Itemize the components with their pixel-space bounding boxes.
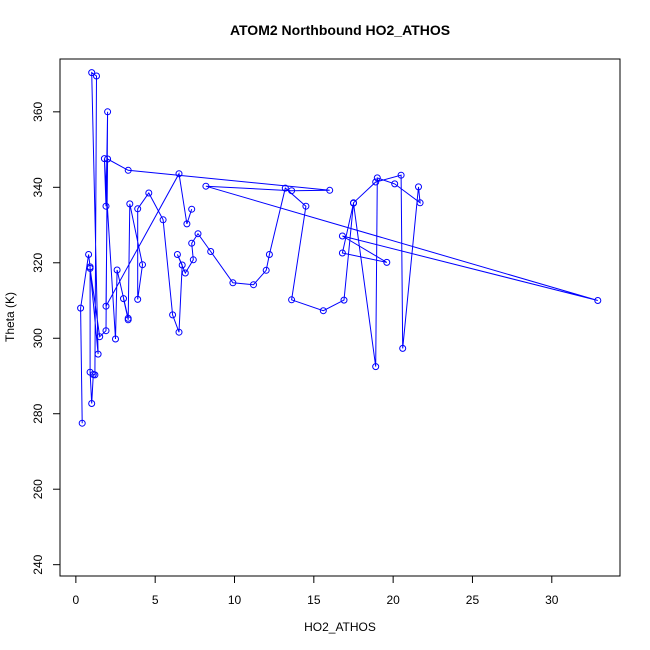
data-point: [281, 184, 289, 192]
data-point: [102, 327, 110, 335]
data-point: [124, 316, 132, 324]
data-point: [189, 256, 197, 264]
data-point: [397, 171, 405, 179]
data-point: [340, 296, 348, 304]
data-point: [96, 333, 104, 341]
data-point: [91, 371, 99, 379]
data-point: [338, 232, 346, 240]
data-point: [415, 183, 422, 191]
data-point: [102, 302, 110, 310]
data-point: [104, 108, 112, 116]
data-point: [77, 304, 85, 312]
data-point: [169, 311, 177, 319]
x-tick-label: 10: [228, 593, 242, 607]
data-point: [250, 281, 257, 289]
data-point: [102, 202, 110, 210]
data-point: [265, 251, 273, 258]
data-point: [302, 202, 310, 210]
data-point: [94, 350, 102, 358]
data-point: [88, 69, 96, 77]
data-point: [399, 344, 407, 352]
series: [77, 69, 602, 427]
data-points: [77, 69, 602, 427]
data-point: [86, 264, 94, 272]
data-point: [175, 170, 183, 178]
data-point: [175, 328, 183, 336]
data-point: [120, 295, 127, 303]
data-point: [178, 261, 186, 269]
data-point: [391, 180, 399, 188]
data-point: [188, 239, 196, 247]
x-tick-label: 15: [307, 593, 321, 607]
data-point: [207, 248, 215, 255]
data-point: [229, 279, 237, 287]
data-point: [126, 200, 134, 208]
data-point: [113, 266, 121, 274]
data-point: [594, 297, 602, 304]
x-tick-label: 25: [466, 593, 480, 607]
data-point: [183, 220, 191, 228]
data-point: [181, 269, 189, 277]
data-point: [372, 363, 380, 371]
data-point: [288, 187, 296, 195]
data-point: [338, 249, 346, 257]
series-line: [80, 71, 598, 424]
data-point: [88, 400, 96, 407]
data-point: [288, 296, 296, 304]
data-point: [326, 186, 334, 194]
data-point: [262, 266, 270, 274]
y-tick-label: 340: [31, 177, 45, 197]
y-ticks: 240 260 280 300 320 340 360: [31, 102, 60, 575]
x-ticks: 0 5 10 15 20 25 30: [73, 576, 559, 607]
x-tick-label: 0: [73, 593, 80, 607]
data-point: [173, 251, 181, 258]
plot-frame: [59, 58, 621, 577]
data-point: [145, 189, 153, 197]
data-point: [134, 295, 142, 303]
data-point: [159, 216, 167, 224]
data-point: [104, 155, 112, 163]
chart-title: ATOM2 Northbound HO2_ATHOS: [230, 22, 450, 38]
data-point: [350, 199, 357, 207]
y-tick-label: 280: [31, 403, 45, 423]
x-axis-label: HO2_ATHOS: [304, 620, 376, 634]
x-tick-label: 30: [545, 593, 559, 607]
data-point: [383, 258, 391, 266]
data-point: [188, 205, 196, 213]
y-tick-label: 300: [31, 328, 45, 348]
data-point: [139, 261, 146, 269]
data-point: [112, 335, 119, 343]
data-point: [416, 199, 424, 207]
data-point: [85, 251, 93, 258]
data-point: [319, 307, 327, 315]
y-tick-label: 240: [31, 554, 45, 574]
data-point: [373, 174, 381, 182]
data-point: [124, 166, 132, 174]
data-point: [372, 178, 380, 186]
y-axis-label: Theta (K): [3, 292, 17, 342]
data-point: [134, 205, 142, 213]
data-point: [78, 419, 86, 427]
x-tick-label: 5: [152, 593, 159, 607]
y-tick-label: 320: [31, 252, 45, 272]
x-tick-label: 20: [386, 593, 400, 607]
y-tick-label: 260: [31, 479, 45, 499]
data-point: [93, 72, 100, 80]
data-point: [202, 182, 210, 190]
data-point: [194, 230, 202, 238]
y-tick-label: 360: [31, 102, 45, 122]
data-point: [100, 155, 108, 163]
